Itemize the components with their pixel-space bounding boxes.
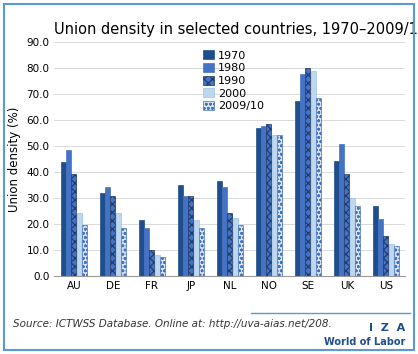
Bar [227,212,232,276]
Bar [139,220,144,276]
Bar [76,212,82,276]
Bar [100,193,105,276]
Bar [178,185,183,276]
Bar [183,196,188,276]
Legend: 1970, 1980, 1990, 2000, 2009/10: 1970, 1980, 1990, 2000, 2009/10 [201,48,267,114]
Bar [222,187,227,276]
Bar [350,198,355,276]
Bar [61,162,66,276]
Bar [316,98,321,276]
Text: Source: ICTWSS Database. Online at: http://uva-aias.net/208.: Source: ICTWSS Database. Online at: http… [13,319,331,329]
Bar [82,225,87,276]
Bar [233,218,238,276]
Bar [160,257,165,276]
Bar [355,206,360,276]
Bar [373,206,378,276]
Bar [121,228,126,276]
Bar [71,173,76,276]
Y-axis label: Union density (%): Union density (%) [8,107,21,212]
Text: I  Z  A: I Z A [369,323,405,333]
Text: World of Labor: World of Labor [324,337,405,347]
Bar [300,74,305,276]
Bar [295,101,300,276]
Bar [389,244,394,276]
Bar [378,219,383,276]
Bar [66,150,71,276]
Bar [261,126,266,276]
Bar [344,173,349,276]
Bar [272,135,277,276]
Text: Union density in selected countries, 1970–2009/10: Union density in selected countries, 197… [54,22,418,37]
Bar [189,196,194,276]
Bar [306,68,311,276]
Bar [334,161,339,276]
Bar [105,187,110,276]
Bar [110,196,115,276]
Bar [149,250,154,276]
Bar [394,246,399,276]
Bar [339,144,344,276]
Bar [383,236,388,276]
Bar [277,135,282,276]
Bar [238,225,243,276]
Bar [217,181,222,276]
Bar [194,220,199,276]
Bar [155,255,160,276]
Bar [266,124,271,276]
Bar [199,228,204,276]
Bar [256,128,261,276]
Bar [116,212,121,276]
Bar [144,228,149,276]
Bar [311,71,316,276]
